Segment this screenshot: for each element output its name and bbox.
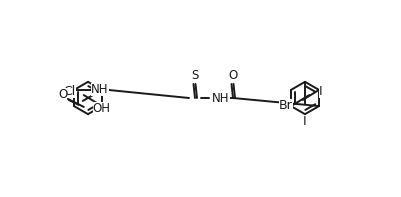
Text: NH: NH bbox=[91, 83, 109, 96]
Text: I: I bbox=[303, 115, 307, 128]
Text: Br: Br bbox=[279, 99, 293, 112]
Text: NH: NH bbox=[212, 91, 230, 104]
Text: S: S bbox=[191, 69, 198, 82]
Text: O: O bbox=[229, 69, 238, 82]
Text: O: O bbox=[58, 88, 67, 101]
Text: I: I bbox=[319, 85, 323, 98]
Text: OH: OH bbox=[93, 102, 111, 115]
Text: Cl: Cl bbox=[63, 85, 76, 98]
